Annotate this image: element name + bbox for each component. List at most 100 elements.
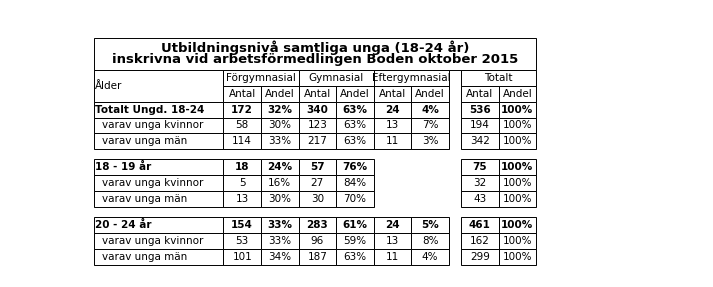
Text: Eftergymnasial: Eftergymnasial [372, 73, 451, 83]
Bar [411, 233, 449, 249]
Bar [261, 233, 299, 249]
Bar [498, 217, 536, 233]
Text: 63%: 63% [344, 136, 366, 146]
Bar [93, 159, 223, 175]
Text: 187: 187 [307, 252, 327, 262]
Text: 299: 299 [470, 252, 490, 262]
Bar [374, 233, 411, 249]
Bar [93, 175, 223, 191]
Text: 100%: 100% [503, 121, 532, 131]
Bar [261, 86, 299, 102]
Bar [223, 133, 261, 149]
Text: 100%: 100% [503, 252, 532, 262]
Text: 13: 13 [235, 194, 249, 204]
Bar [223, 233, 261, 249]
Bar [411, 86, 449, 102]
Bar [336, 118, 374, 133]
Bar [336, 102, 374, 118]
Bar [461, 102, 498, 118]
Text: 194: 194 [470, 121, 490, 131]
Text: 100%: 100% [503, 178, 532, 188]
Bar [411, 118, 449, 133]
Text: 11: 11 [386, 252, 399, 262]
Bar [336, 191, 374, 207]
Bar [411, 217, 449, 233]
Bar [498, 249, 536, 265]
Bar [461, 86, 498, 102]
Bar [261, 191, 299, 207]
Text: 76%: 76% [342, 162, 367, 172]
Bar [261, 133, 299, 149]
Text: 342: 342 [470, 136, 490, 146]
Text: 283: 283 [307, 220, 328, 230]
Text: Förgymnasial: Förgymnasial [226, 73, 296, 83]
Text: 32: 32 [473, 178, 486, 188]
Text: Antal: Antal [379, 89, 406, 99]
Bar [93, 102, 223, 118]
Bar [461, 249, 498, 265]
Text: 7%: 7% [422, 121, 438, 131]
Text: 53: 53 [235, 236, 249, 246]
Text: 33%: 33% [268, 136, 292, 146]
Text: 100%: 100% [501, 162, 533, 172]
Text: Antal: Antal [229, 89, 256, 99]
Text: Ålder: Ålder [96, 81, 123, 91]
Text: Utbildningsnivå samtliga unga (18-24 år): Utbildningsnivå samtliga unga (18-24 år) [160, 40, 469, 55]
Text: 84%: 84% [344, 178, 366, 188]
Text: varav unga kvinnor: varav unga kvinnor [102, 178, 203, 188]
Bar [223, 191, 261, 207]
Text: Totalt: Totalt [484, 73, 513, 83]
Bar [374, 133, 411, 149]
Bar [261, 175, 299, 191]
Text: varav unga män: varav unga män [102, 194, 187, 204]
Text: 20 - 24 år: 20 - 24 år [96, 220, 152, 230]
Bar [498, 233, 536, 249]
Text: 30: 30 [311, 194, 324, 204]
Bar [299, 159, 336, 175]
Bar [374, 249, 411, 265]
Bar [498, 133, 536, 149]
Bar [93, 38, 536, 70]
Bar [223, 118, 261, 133]
Bar [374, 70, 449, 86]
Bar [374, 118, 411, 133]
Bar [223, 175, 261, 191]
Text: 172: 172 [231, 104, 253, 115]
Bar [411, 133, 449, 149]
Bar [374, 217, 411, 233]
Bar [461, 133, 498, 149]
Text: 18 - 19 år: 18 - 19 år [96, 162, 151, 172]
Bar [498, 191, 536, 207]
Text: 536: 536 [469, 104, 491, 115]
Text: varav unga män: varav unga män [102, 136, 187, 146]
Bar [411, 249, 449, 265]
Bar [223, 217, 261, 233]
Text: 27: 27 [311, 178, 324, 188]
Text: 96: 96 [311, 236, 324, 246]
Bar [299, 70, 374, 86]
Text: inskrivna vid arbetsförmedlingen Boden oktober 2015: inskrivna vid arbetsförmedlingen Boden o… [112, 53, 518, 67]
Text: 11: 11 [386, 136, 399, 146]
Text: 30%: 30% [268, 194, 292, 204]
Text: 34%: 34% [268, 252, 292, 262]
Bar [498, 159, 536, 175]
Text: 5: 5 [239, 178, 245, 188]
Text: 4%: 4% [422, 252, 438, 262]
Bar [299, 191, 336, 207]
Text: 5%: 5% [421, 220, 439, 230]
Bar [299, 217, 336, 233]
Bar [261, 217, 299, 233]
Text: 59%: 59% [344, 236, 366, 246]
Bar [299, 102, 336, 118]
Text: 461: 461 [469, 220, 491, 230]
Text: 340: 340 [307, 104, 328, 115]
Bar [336, 159, 374, 175]
Bar [374, 86, 411, 102]
Text: varav unga män: varav unga män [102, 252, 187, 262]
Text: Andel: Andel [503, 89, 532, 99]
Text: 100%: 100% [501, 220, 533, 230]
Bar [411, 102, 449, 118]
Text: 4%: 4% [421, 104, 439, 115]
Bar [223, 70, 299, 86]
Bar [223, 86, 261, 102]
